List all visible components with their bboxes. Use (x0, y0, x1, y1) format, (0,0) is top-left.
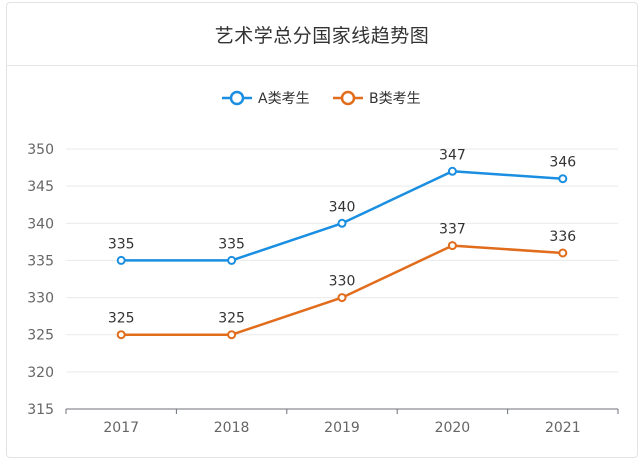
data-point (558, 248, 568, 258)
data-label: 330 (329, 274, 356, 290)
y-tick-label: 325 (27, 328, 54, 344)
legend-label: A类考生 (258, 91, 310, 107)
data-label: 325 (218, 311, 245, 327)
x-tick-label: 2021 (545, 420, 581, 436)
chart-title: 艺术学总分国家线趋势图 (214, 24, 430, 47)
x-tick-label: 2019 (324, 420, 360, 436)
y-tick-label: 320 (27, 365, 54, 381)
data-point (227, 330, 237, 340)
y-tick-label: 315 (27, 402, 54, 418)
data-point (227, 255, 237, 265)
series-line (121, 170, 563, 262)
x-tick-label: 2017 (103, 420, 139, 436)
data-label: 325 (108, 311, 135, 327)
y-tick-label: 335 (27, 253, 54, 269)
data-label: 336 (549, 229, 576, 245)
legend-label: B类考生 (369, 91, 421, 107)
data-label: 346 (549, 155, 576, 171)
data-label: 335 (218, 236, 245, 252)
data-label: 347 (439, 147, 466, 163)
x-tick-label: 2018 (214, 420, 250, 436)
y-tick-label: 330 (27, 291, 54, 307)
data-point (558, 174, 568, 184)
series-line (121, 244, 563, 336)
data-label: 337 (439, 222, 466, 238)
data-label: 335 (108, 236, 135, 252)
y-tick-label: 345 (27, 179, 54, 195)
data-point (116, 330, 126, 340)
y-tick-label: 340 (27, 216, 54, 232)
title-bar: 艺术学总分国家线趋势图 (7, 3, 637, 66)
legend-marker (340, 90, 356, 106)
data-point (447, 166, 457, 176)
legend-marker (229, 90, 245, 106)
data-point (116, 255, 126, 265)
data-label: 340 (329, 199, 356, 215)
y-tick-label: 350 (27, 142, 54, 158)
data-point (447, 241, 457, 251)
data-point (337, 218, 347, 228)
data-point (337, 293, 347, 303)
x-tick-label: 2020 (435, 420, 471, 436)
